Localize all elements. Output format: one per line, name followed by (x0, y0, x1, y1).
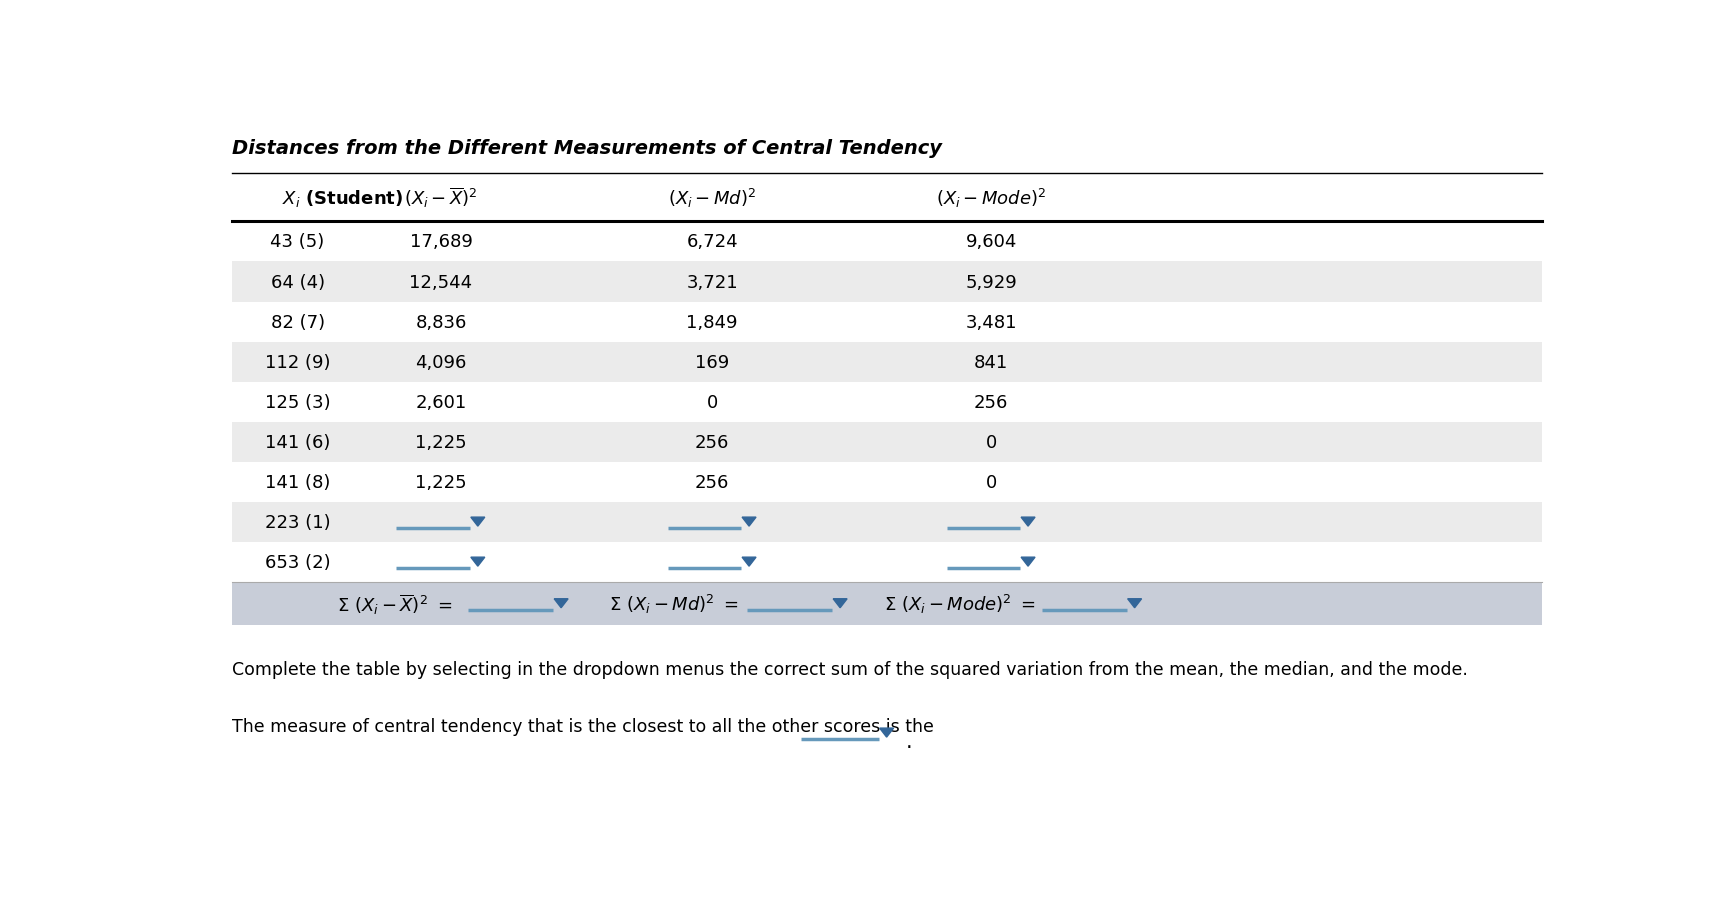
Text: $\Sigma\ (X_i - Mode)^2\ =$: $\Sigma\ (X_i - Mode)^2\ =$ (884, 592, 1036, 615)
Text: $(X_i - Mode)^2$: $(X_i - Mode)^2$ (936, 186, 1047, 209)
Text: .: . (907, 731, 913, 751)
Text: 8,836: 8,836 (415, 313, 467, 331)
Text: $X_i$ (Student): $X_i$ (Student) (282, 188, 403, 209)
Bar (232, 423, 1541, 462)
Text: 653 (2): 653 (2) (265, 554, 330, 572)
Bar (232, 382, 1541, 423)
Text: 169: 169 (695, 353, 730, 371)
Text: 3,721: 3,721 (687, 274, 739, 291)
Text: 9,604: 9,604 (965, 233, 1017, 251)
Text: 1,225: 1,225 (415, 433, 467, 452)
Text: $\Sigma\ (X_i - Md)^2\ =$: $\Sigma\ (X_i - Md)^2\ =$ (609, 592, 739, 615)
Bar (232, 542, 1541, 582)
Bar (232, 502, 1541, 542)
Text: 43 (5): 43 (5) (270, 233, 325, 251)
Text: Complete the table by selecting in the dropdown menus the correct sum of the squ: Complete the table by selecting in the d… (232, 660, 1467, 678)
Polygon shape (1128, 599, 1142, 608)
Bar (232, 262, 1541, 303)
Polygon shape (471, 557, 484, 566)
Text: 3,481: 3,481 (965, 313, 1017, 331)
Bar (232, 222, 1541, 262)
Text: 112 (9): 112 (9) (265, 353, 330, 371)
Text: 141 (6): 141 (6) (265, 433, 330, 452)
Polygon shape (742, 557, 756, 566)
Text: 0: 0 (706, 393, 718, 411)
Text: $(X_i - Md)^2$: $(X_i - Md)^2$ (668, 186, 756, 209)
Text: 125 (3): 125 (3) (265, 393, 330, 411)
Polygon shape (742, 517, 756, 526)
Bar (232, 303, 1541, 342)
Bar (232, 462, 1541, 502)
Text: $(X_i - \overline{X})^2$: $(X_i - \overline{X})^2$ (405, 186, 477, 210)
Text: 17,689: 17,689 (410, 233, 472, 251)
Polygon shape (554, 599, 567, 608)
Polygon shape (879, 729, 894, 737)
Polygon shape (834, 599, 848, 608)
Text: 82 (7): 82 (7) (270, 313, 325, 331)
Text: 0: 0 (986, 433, 996, 452)
Text: 2,601: 2,601 (415, 393, 467, 411)
Text: 141 (8): 141 (8) (265, 473, 330, 491)
Text: 64 (4): 64 (4) (270, 274, 325, 291)
Text: 0: 0 (986, 473, 996, 491)
Text: 1,225: 1,225 (415, 473, 467, 491)
Text: 256: 256 (695, 433, 730, 452)
Text: 6,724: 6,724 (687, 233, 739, 251)
Text: 841: 841 (974, 353, 1009, 371)
Text: 223 (1): 223 (1) (265, 513, 330, 531)
Text: Distances from the Different Measurements of Central Tendency: Distances from the Different Measurement… (232, 139, 941, 158)
Polygon shape (1021, 517, 1035, 526)
Polygon shape (471, 517, 484, 526)
Text: 4,096: 4,096 (415, 353, 467, 371)
Polygon shape (1021, 557, 1035, 566)
Text: $\Sigma\ (X_i - \overline{X})^2\ =$: $\Sigma\ (X_i - \overline{X})^2\ =$ (337, 591, 452, 616)
Bar (232, 342, 1541, 382)
Text: The measure of central tendency that is the closest to all the other scores is t: The measure of central tendency that is … (232, 718, 934, 736)
Text: 12,544: 12,544 (410, 274, 472, 291)
Text: 256: 256 (974, 393, 1009, 411)
Text: 1,849: 1,849 (687, 313, 739, 331)
Text: 256: 256 (695, 473, 730, 491)
Bar (232, 582, 1541, 625)
Text: 5,929: 5,929 (965, 274, 1017, 291)
